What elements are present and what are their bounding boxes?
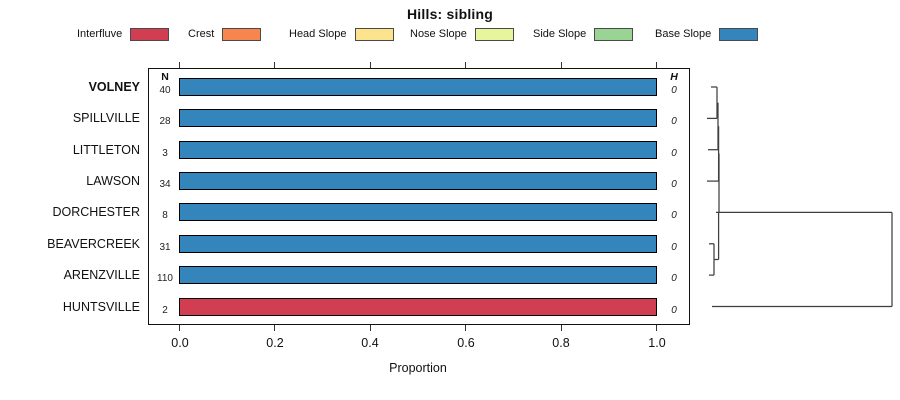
h-value: 0 (671, 85, 677, 96)
row-label-littleton: LITTLETON (72, 142, 140, 157)
row-label-dorchester: DORCHESTER (52, 205, 140, 220)
legend-item-nose-slope: Nose Slope (410, 27, 514, 41)
n-value: 40 (159, 85, 171, 96)
h-column-header: H (670, 71, 678, 83)
bar-volney (179, 78, 657, 96)
h-value: 0 (671, 273, 677, 285)
axis-tick (179, 325, 181, 331)
h-value: 0 (671, 241, 677, 253)
x-tick-label: 1.0 (648, 336, 666, 350)
legend-swatch-base-slope (719, 27, 759, 41)
x-tick-label: 0.0 (171, 336, 189, 350)
bar-arenzville (179, 266, 657, 285)
legend-label: Base Slope (655, 28, 712, 40)
h-value: 0 (671, 304, 677, 316)
row-label-arenzville: ARENZVILLE (63, 268, 140, 283)
legend-label: Side Slope (533, 28, 587, 40)
axis-tick (274, 62, 276, 68)
bar-huntsville (179, 297, 657, 316)
axis-tick (274, 325, 276, 331)
axis-tick (656, 62, 658, 68)
bar-dorchester (179, 203, 657, 222)
legend-label: Nose Slope (410, 28, 467, 40)
legend-swatch-crest (222, 27, 262, 41)
n-value: 110 (157, 273, 173, 285)
n-value: 28 (159, 116, 171, 128)
bar-lawson (179, 172, 657, 191)
legend-swatch-interfluve (130, 27, 170, 41)
legend-item-base-slope: Base Slope (655, 27, 759, 41)
axis-tick (561, 325, 563, 331)
x-axis-title: Proportion (389, 361, 447, 375)
row-label-huntsville: HUNTSVILLE (62, 299, 140, 314)
row-label-volney: VOLNEY (88, 80, 140, 94)
n-value: 3 (162, 147, 168, 159)
legend-item-crest: Crest (188, 27, 262, 41)
h-value: 0 (671, 116, 677, 128)
n-value: 2 (162, 304, 168, 316)
x-tick-label: 0.4 (361, 336, 379, 350)
legend-swatch-head-slope (354, 27, 394, 41)
x-tick-label: 0.8 (552, 336, 570, 350)
legend-label: Head Slope (289, 28, 347, 40)
h-value: 0 (671, 210, 677, 222)
legend-item-interfluve: Interfluve (77, 27, 170, 41)
axis-tick (370, 325, 372, 331)
x-tick-label: 0.6 (457, 336, 475, 350)
dendrogram (707, 86, 893, 308)
legend-item-head-slope: Head Slope (289, 27, 394, 41)
x-tick-label: 0.2 (266, 336, 284, 350)
n-column-header: N (161, 71, 169, 83)
row-label-lawson: LAWSON (86, 174, 140, 189)
row-label-beavercreek: BEAVERCREEK (47, 236, 140, 251)
bar-spillville (179, 109, 657, 128)
legend-swatch-side-slope (594, 27, 634, 41)
h-value: 0 (671, 147, 677, 159)
axis-tick (465, 325, 467, 331)
n-value: 31 (159, 241, 171, 253)
chart-title: Hills: sibling (406, 6, 494, 22)
axis-tick (370, 62, 372, 68)
legend-label: Interfluve (77, 28, 123, 40)
axis-tick (561, 62, 563, 68)
axis-tick (179, 62, 181, 68)
bar-littleton (179, 140, 657, 159)
n-value: 34 (159, 179, 171, 191)
plot-frame (148, 68, 690, 325)
legend-swatch-nose-slope (474, 27, 514, 41)
n-value: 8 (162, 210, 168, 222)
legend-label: Crest (188, 28, 215, 40)
bar-beavercreek (179, 234, 657, 253)
h-value: 0 (671, 179, 677, 191)
axis-tick (656, 325, 658, 331)
row-label-spillville: SPILLVILLE (72, 111, 140, 126)
legend-item-side-slope: Side Slope (533, 27, 634, 41)
axis-tick (465, 62, 467, 68)
